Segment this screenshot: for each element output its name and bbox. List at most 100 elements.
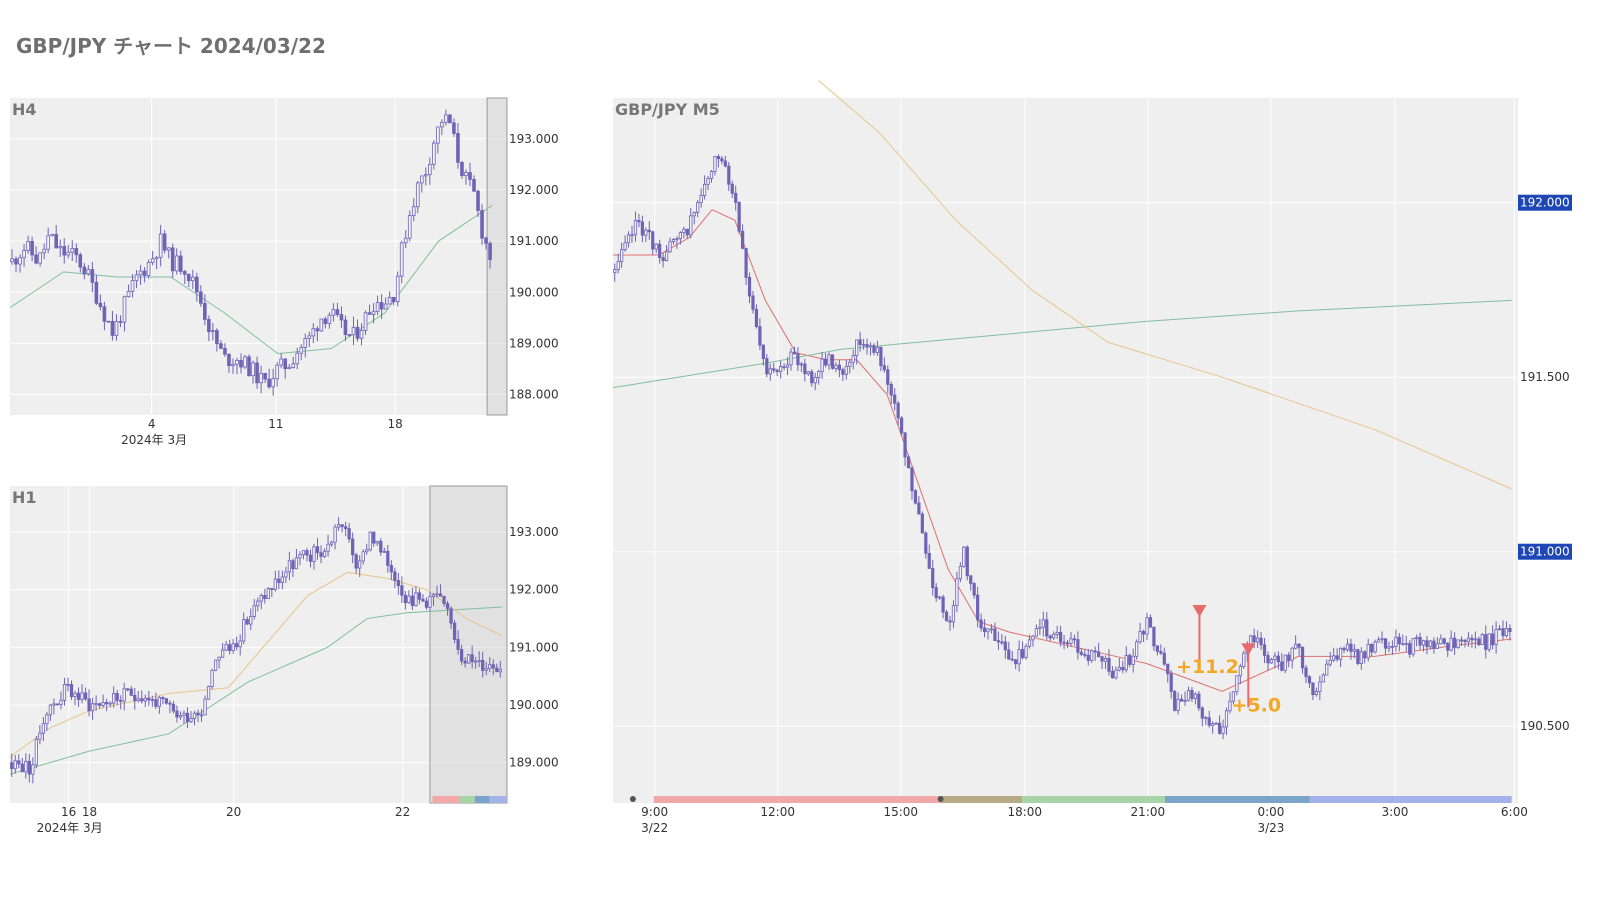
candle <box>1300 646 1305 674</box>
candle <box>62 238 67 264</box>
candle-body <box>424 600 429 608</box>
candle-body <box>83 692 88 700</box>
chart-h1[interactable]: 189.000 190.000 191.000 192.000 193.000 16 18 2… <box>9 485 559 835</box>
candle-body <box>1466 637 1471 643</box>
candle-body <box>1214 722 1218 725</box>
candle-body <box>765 358 769 375</box>
candle-body <box>94 703 98 706</box>
candle-body <box>294 557 299 570</box>
candle-body <box>323 318 328 324</box>
candle-body <box>855 339 859 357</box>
candle-body <box>1010 658 1014 661</box>
candle-body <box>301 550 306 556</box>
candle <box>190 269 195 290</box>
candle-body <box>464 172 468 177</box>
candle-body <box>1342 647 1346 651</box>
candle <box>435 585 439 598</box>
candle-body <box>414 592 418 607</box>
candle-body <box>467 654 471 664</box>
candle <box>768 363 772 381</box>
chart-h4[interactable]: 188.000 189.000 190.000 191.000 192.000 193.0… <box>9 97 559 447</box>
candle-body <box>1404 643 1408 645</box>
candle <box>166 247 171 259</box>
candle-body <box>979 619 983 629</box>
candle-body <box>252 605 256 617</box>
candle <box>50 233 54 237</box>
candle-body <box>428 596 432 608</box>
candle <box>1432 637 1436 654</box>
candle <box>438 584 443 597</box>
candle-body <box>810 371 814 384</box>
candle-body <box>199 291 203 304</box>
moving-average-line <box>818 80 1512 490</box>
candle-body <box>865 344 869 348</box>
candle <box>654 242 658 253</box>
candle-body <box>834 364 838 369</box>
candle-body <box>1345 643 1350 651</box>
chart-m5[interactable]: 190.500 191.000 191.500 192.000 9:00 3/22 12:0… <box>612 80 1572 835</box>
candle-body <box>941 596 945 613</box>
candle-body <box>1456 639 1460 648</box>
candle-body <box>280 576 285 583</box>
candle <box>303 333 308 358</box>
candle <box>1311 682 1315 701</box>
candle-body <box>768 368 772 375</box>
candle-body <box>130 280 135 292</box>
candle-body <box>1494 629 1498 646</box>
candle-body <box>761 344 765 359</box>
candle <box>134 270 139 289</box>
candle-body <box>13 760 17 770</box>
candle <box>761 344 765 366</box>
range-highlight <box>429 485 508 804</box>
candle <box>468 162 472 187</box>
candle-body <box>445 603 450 610</box>
candle-body <box>255 362 259 384</box>
candle <box>464 169 468 185</box>
candle <box>1262 638 1267 664</box>
candle-body <box>689 215 693 236</box>
candle <box>354 552 358 574</box>
candle-body <box>203 698 207 716</box>
candle-body <box>147 697 151 701</box>
candle <box>772 363 776 374</box>
candle-body <box>1183 699 1187 702</box>
candle-body <box>45 714 49 725</box>
candle-body <box>38 252 42 264</box>
candle-body <box>640 221 644 236</box>
candle <box>351 532 355 564</box>
candle <box>1110 666 1115 679</box>
candle-body <box>365 549 369 553</box>
candle-body <box>1138 631 1142 643</box>
candle-body <box>481 660 485 671</box>
candle <box>407 590 411 604</box>
candle-body <box>231 363 235 367</box>
candle <box>211 322 215 341</box>
candle <box>1041 611 1045 637</box>
candle-body <box>55 703 60 706</box>
candle-body <box>476 190 480 211</box>
y-tick-label: 193.000 <box>509 525 559 539</box>
candle <box>1031 634 1035 647</box>
candle-body <box>231 643 235 651</box>
candle-body <box>1501 628 1505 637</box>
candle-body <box>20 763 24 773</box>
candle <box>98 294 103 311</box>
candle-body <box>186 273 191 282</box>
candle <box>976 586 980 628</box>
candle <box>1155 645 1159 656</box>
candle <box>1473 631 1477 649</box>
candle <box>14 256 18 273</box>
candle <box>1162 647 1166 667</box>
candle <box>741 224 745 250</box>
candle <box>275 361 279 387</box>
candle <box>42 243 46 260</box>
candle-body <box>962 546 966 567</box>
candle <box>284 566 288 583</box>
candle-body <box>307 335 312 339</box>
candle <box>41 717 46 742</box>
candle-body <box>459 649 464 662</box>
candle-body <box>133 694 137 702</box>
x-tick-label: 18 <box>82 805 97 819</box>
candle <box>1494 621 1498 654</box>
